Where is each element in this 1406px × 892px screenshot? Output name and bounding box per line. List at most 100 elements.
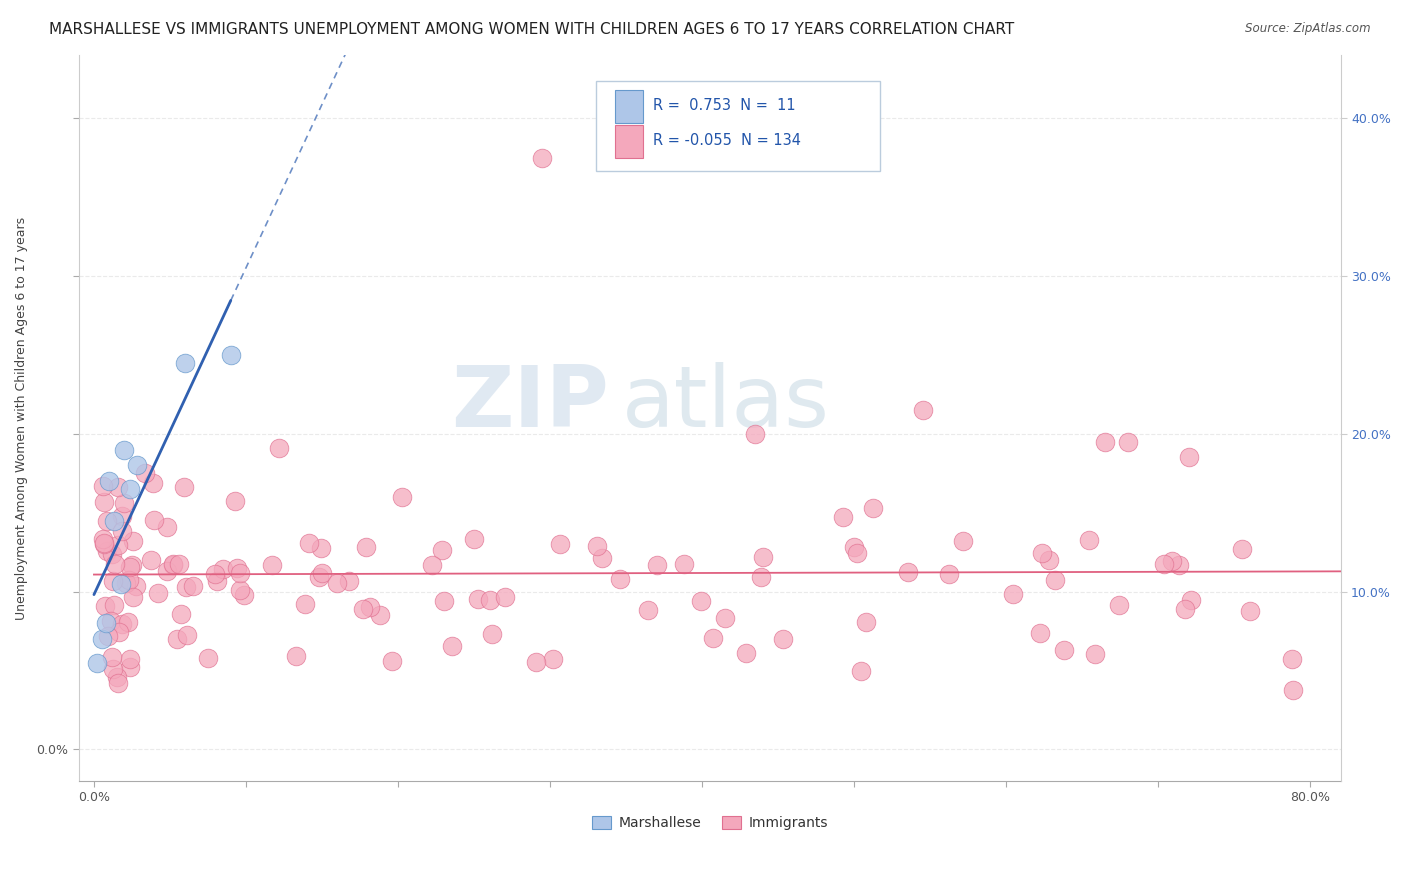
Point — [1239, 603, 1261, 617]
Point — [744, 426, 766, 441]
Point — [294, 597, 316, 611]
Point — [1031, 546, 1053, 560]
Point — [224, 494, 246, 508]
Point — [122, 533, 145, 548]
Point — [1001, 587, 1024, 601]
Y-axis label: Unemployment Among Women with Children Ages 6 to 17 years: Unemployment Among Women with Children A… — [15, 217, 28, 620]
Point — [479, 593, 502, 607]
Point — [1160, 554, 1182, 568]
Point — [772, 632, 794, 647]
Point — [121, 558, 143, 572]
Point — [100, 614, 122, 628]
Point — [433, 594, 456, 608]
Point — [285, 648, 308, 663]
Point — [111, 616, 134, 631]
Point — [354, 540, 377, 554]
Text: ZIP: ZIP — [451, 362, 609, 445]
Point — [101, 574, 124, 588]
Point — [125, 458, 148, 473]
Point — [101, 662, 124, 676]
Point — [734, 646, 756, 660]
Point — [134, 467, 156, 481]
Point — [120, 660, 142, 674]
Point — [93, 532, 115, 546]
Point — [430, 542, 453, 557]
Point — [714, 610, 737, 624]
Point — [1077, 533, 1099, 547]
Point — [524, 655, 547, 669]
Point — [420, 558, 443, 573]
Point — [339, 574, 361, 588]
Point — [1174, 602, 1197, 616]
Point — [117, 615, 139, 629]
Point — [637, 603, 659, 617]
Point — [1281, 652, 1303, 666]
Point — [749, 569, 772, 583]
Point — [609, 572, 631, 586]
Point — [855, 615, 877, 629]
Point — [173, 480, 195, 494]
Point — [1177, 450, 1199, 465]
Point — [162, 558, 184, 572]
Point — [463, 532, 485, 546]
Point — [832, 510, 855, 524]
Point — [212, 562, 235, 576]
Point — [156, 564, 179, 578]
Point — [228, 582, 250, 597]
FancyBboxPatch shape — [614, 125, 643, 158]
Point — [267, 441, 290, 455]
Point — [1167, 558, 1189, 572]
Point — [90, 632, 112, 646]
Point — [142, 513, 165, 527]
Point — [112, 496, 135, 510]
Point — [183, 578, 205, 592]
Point — [381, 655, 404, 669]
Point — [107, 675, 129, 690]
Point — [107, 480, 129, 494]
Text: atlas: atlas — [621, 362, 830, 445]
Point — [104, 557, 127, 571]
Point — [96, 543, 118, 558]
Point — [107, 538, 129, 552]
Point — [91, 479, 114, 493]
Point — [205, 574, 228, 588]
Point — [308, 569, 330, 583]
Point — [98, 474, 121, 488]
Point — [120, 651, 142, 665]
Point — [326, 576, 349, 591]
Point — [169, 607, 191, 621]
Point — [142, 476, 165, 491]
Point — [125, 579, 148, 593]
Point — [1094, 434, 1116, 449]
Point — [359, 600, 381, 615]
Point — [111, 524, 134, 538]
Point — [586, 539, 609, 553]
Point — [541, 652, 564, 666]
Point — [111, 508, 134, 523]
Point — [1108, 598, 1130, 612]
Point — [86, 656, 108, 670]
Point — [352, 602, 374, 616]
Point — [93, 495, 115, 509]
Point — [112, 442, 135, 457]
Point — [481, 627, 503, 641]
Point — [1180, 593, 1202, 607]
Point — [226, 561, 249, 575]
Point — [673, 557, 696, 571]
Point — [298, 536, 321, 550]
Point — [467, 591, 489, 606]
Point — [548, 537, 571, 551]
Point — [110, 576, 132, 591]
Point — [1029, 626, 1052, 640]
Point — [842, 540, 865, 554]
Point — [94, 599, 117, 613]
Point — [101, 548, 124, 562]
Point — [118, 560, 141, 574]
Point — [311, 566, 333, 581]
Point — [862, 501, 884, 516]
Point — [391, 490, 413, 504]
Legend: Marshallese, Immigrants: Marshallese, Immigrants — [586, 811, 834, 836]
Point — [103, 514, 125, 528]
Point — [851, 665, 873, 679]
Point — [94, 616, 117, 631]
